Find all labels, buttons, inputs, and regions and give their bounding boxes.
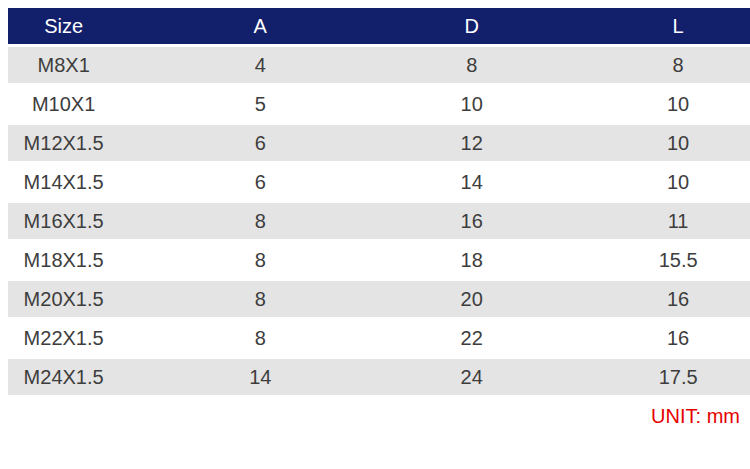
size-cell: M18X1.5	[8, 242, 119, 281]
value-cell: 6	[119, 164, 401, 203]
table-header-row: SizeADL	[8, 8, 750, 47]
value-cell: 22	[401, 320, 542, 359]
value-cell: 20	[401, 281, 542, 320]
size-cell: M8X1	[8, 47, 119, 86]
table-row: M14X1.561410	[8, 164, 750, 203]
value-cell: 14	[401, 164, 542, 203]
size-cell: M22X1.5	[8, 320, 119, 359]
value-cell: 10	[401, 86, 542, 125]
value-cell: 16	[542, 320, 750, 359]
spec-sheet-page: SizeADL M8X1488M10X151010M12X1.561210M14…	[0, 0, 750, 469]
value-cell: 15.5	[542, 242, 750, 281]
column-header-l: L	[542, 8, 750, 47]
value-cell: 10	[542, 86, 750, 125]
size-cell: M10X1	[8, 86, 119, 125]
table-row: M18X1.581815.5	[8, 242, 750, 281]
column-header-a: A	[119, 8, 401, 47]
value-cell: 8	[542, 47, 750, 86]
column-header-d: D	[401, 8, 542, 47]
value-cell: 18	[401, 242, 542, 281]
value-cell: 4	[119, 47, 401, 86]
value-cell: 8	[401, 47, 542, 86]
value-cell: 11	[542, 203, 750, 242]
value-cell: 14	[119, 359, 401, 398]
value-cell: 24	[401, 359, 542, 398]
table-row: M10X151010	[8, 86, 750, 125]
value-cell: 8	[119, 203, 401, 242]
table-row: M24X1.5142417.5	[8, 359, 750, 398]
value-cell: 10	[542, 164, 750, 203]
table-row: M12X1.561210	[8, 125, 750, 164]
value-cell: 16	[542, 281, 750, 320]
value-cell: 16	[401, 203, 542, 242]
table-row: M22X1.582216	[8, 320, 750, 359]
value-cell: 10	[542, 125, 750, 164]
value-cell: 8	[119, 320, 401, 359]
table-row: M8X1488	[8, 47, 750, 86]
spec-table: SizeADL M8X1488M10X151010M12X1.561210M14…	[8, 8, 750, 398]
size-cell: M20X1.5	[8, 281, 119, 320]
value-cell: 6	[119, 125, 401, 164]
table-header: SizeADL	[8, 8, 750, 47]
table-row: M20X1.582016	[8, 281, 750, 320]
column-header-size: Size	[8, 8, 119, 47]
value-cell: 5	[119, 86, 401, 125]
value-cell: 17.5	[542, 359, 750, 398]
table-body: M8X1488M10X151010M12X1.561210M14X1.56141…	[8, 47, 750, 398]
size-cell: M24X1.5	[8, 359, 119, 398]
size-cell: M12X1.5	[8, 125, 119, 164]
value-cell: 12	[401, 125, 542, 164]
value-cell: 8	[119, 281, 401, 320]
size-cell: M14X1.5	[8, 164, 119, 203]
value-cell: 8	[119, 242, 401, 281]
size-cell: M16X1.5	[8, 203, 119, 242]
table-row: M16X1.581611	[8, 203, 750, 242]
unit-note: UNIT: mm	[8, 405, 750, 428]
